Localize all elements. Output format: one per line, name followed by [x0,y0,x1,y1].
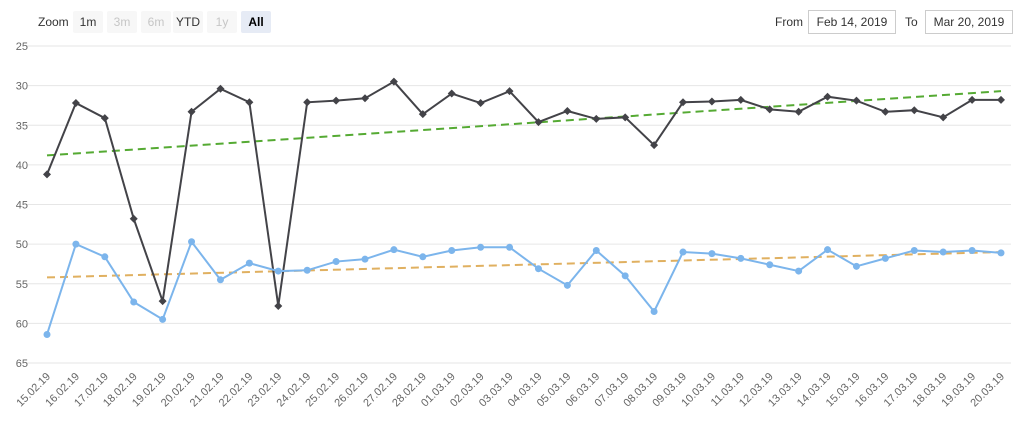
data-point [188,238,196,246]
zoom-1y-button[interactable]: 1y [207,11,237,33]
data-point [910,246,918,254]
data-point [997,95,1005,104]
data-point [100,114,109,123]
data-point [216,276,224,284]
data-point [968,95,977,104]
data-point [274,301,283,310]
zoom-3m-button[interactable]: 3m [107,11,137,33]
data-point [101,253,109,261]
data-point [448,246,456,254]
data-point [447,89,456,98]
data-point [303,98,312,107]
data-point [506,243,514,251]
data-point [852,262,860,270]
data-point [159,315,167,323]
series-line [46,239,1002,335]
range-selector-toolbar: Zoom 1m 3m 6m YTD 1y All From Feb 14, 20… [0,0,1024,44]
data-point [130,298,138,306]
data-point [592,246,600,254]
y-tick-label: 55 [16,279,28,291]
data-point [245,98,254,107]
data-point [43,170,51,179]
data-point [332,96,341,105]
data-point [939,248,947,256]
y-tick-label: 25 [16,41,28,53]
data-point [563,281,571,289]
zoom-1m-button[interactable]: 1m [73,11,103,33]
data-point [794,107,803,116]
y-tick-label: 35 [16,120,28,132]
data-point [534,118,543,127]
data-point [823,92,832,101]
data-point [737,254,745,262]
y-tick-label: 50 [16,239,28,251]
data-point [650,307,658,315]
data-point [129,214,138,223]
y-tick-label: 45 [16,200,28,212]
from-label: From [775,15,803,29]
zoom-ytd-button[interactable]: YTD [173,11,203,33]
data-point [505,87,514,96]
data-point [765,105,774,114]
data-point [187,107,196,116]
to-date-input[interactable]: Mar 20, 2019 [925,10,1013,34]
data-point [910,106,919,115]
data-point [679,248,687,256]
zoom-label: Zoom [38,15,69,29]
data-point [332,258,340,266]
from-date-input[interactable]: Feb 14, 2019 [808,10,896,34]
zoom-all-button[interactable]: All [241,11,271,33]
data-point [361,255,369,263]
data-point [274,267,282,275]
data-point [72,240,80,248]
data-point [361,94,369,103]
y-tick-label: 40 [16,160,28,172]
trendline [46,251,1002,279]
data-point [650,141,659,150]
data-point [216,84,225,93]
data-point [71,99,80,108]
data-point [476,99,485,108]
data-point [534,265,542,273]
data-point [968,246,976,254]
data-point [245,259,253,267]
data-point [707,97,716,106]
to-label: To [905,15,918,29]
series-line [46,80,1001,307]
zoom-6m-button[interactable]: 6m [141,11,171,33]
data-point [418,110,427,119]
data-point [852,96,861,105]
data-point [997,249,1005,257]
data-point [679,98,687,107]
data-point [477,243,485,251]
data-point [824,246,832,254]
data-point [881,107,890,116]
data-point [621,272,629,280]
data-point [419,253,427,261]
y-tick-label: 60 [16,318,28,330]
data-point [158,297,167,306]
data-point [795,267,803,275]
data-point [621,113,630,122]
data-point [939,113,948,122]
y-tick-label: 30 [16,81,28,93]
data-point [708,250,716,258]
data-point [592,114,601,123]
data-point [389,77,398,86]
data-point [563,106,572,115]
trendline [46,90,1002,157]
data-point [736,95,745,104]
data-point [881,254,889,262]
data-point [303,266,311,274]
data-point [766,261,774,269]
data-point [390,246,398,254]
y-tick-label: 65 [16,358,28,370]
data-point [43,330,51,338]
